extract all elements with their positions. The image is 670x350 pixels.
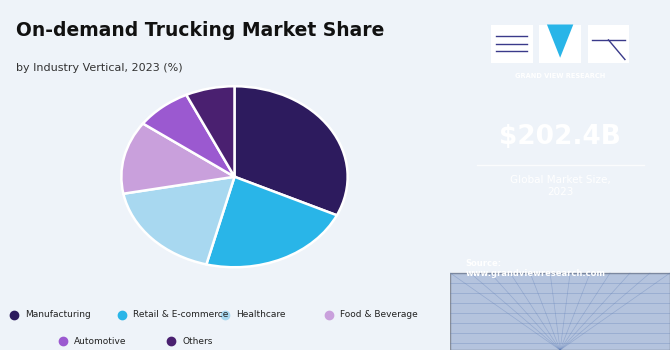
Wedge shape xyxy=(121,124,234,194)
Text: Source:
www.grandviewresearch.com: Source: www.grandviewresearch.com xyxy=(466,259,606,278)
Text: On-demand Trucking Market Share: On-demand Trucking Market Share xyxy=(15,21,384,40)
FancyBboxPatch shape xyxy=(588,25,629,63)
Text: Others: Others xyxy=(182,337,212,346)
FancyBboxPatch shape xyxy=(491,25,533,63)
Text: Retail & E-commerce: Retail & E-commerce xyxy=(133,310,228,319)
Wedge shape xyxy=(186,86,234,177)
Text: $202.4B: $202.4B xyxy=(499,124,621,149)
Text: Food & Beverage: Food & Beverage xyxy=(340,310,417,319)
Wedge shape xyxy=(123,177,234,264)
Text: GRAND VIEW RESEARCH: GRAND VIEW RESEARCH xyxy=(515,74,605,79)
Text: Automotive: Automotive xyxy=(74,337,127,346)
Polygon shape xyxy=(547,25,574,58)
Text: Healthcare: Healthcare xyxy=(237,310,286,319)
FancyBboxPatch shape xyxy=(539,25,581,63)
Text: by Industry Vertical, 2023 (%): by Industry Vertical, 2023 (%) xyxy=(15,63,182,74)
FancyBboxPatch shape xyxy=(450,273,670,350)
Wedge shape xyxy=(143,95,234,177)
Text: Global Market Size,
2023: Global Market Size, 2023 xyxy=(510,175,610,197)
Wedge shape xyxy=(234,86,348,215)
Text: Manufacturing: Manufacturing xyxy=(25,310,90,319)
Wedge shape xyxy=(206,177,337,267)
